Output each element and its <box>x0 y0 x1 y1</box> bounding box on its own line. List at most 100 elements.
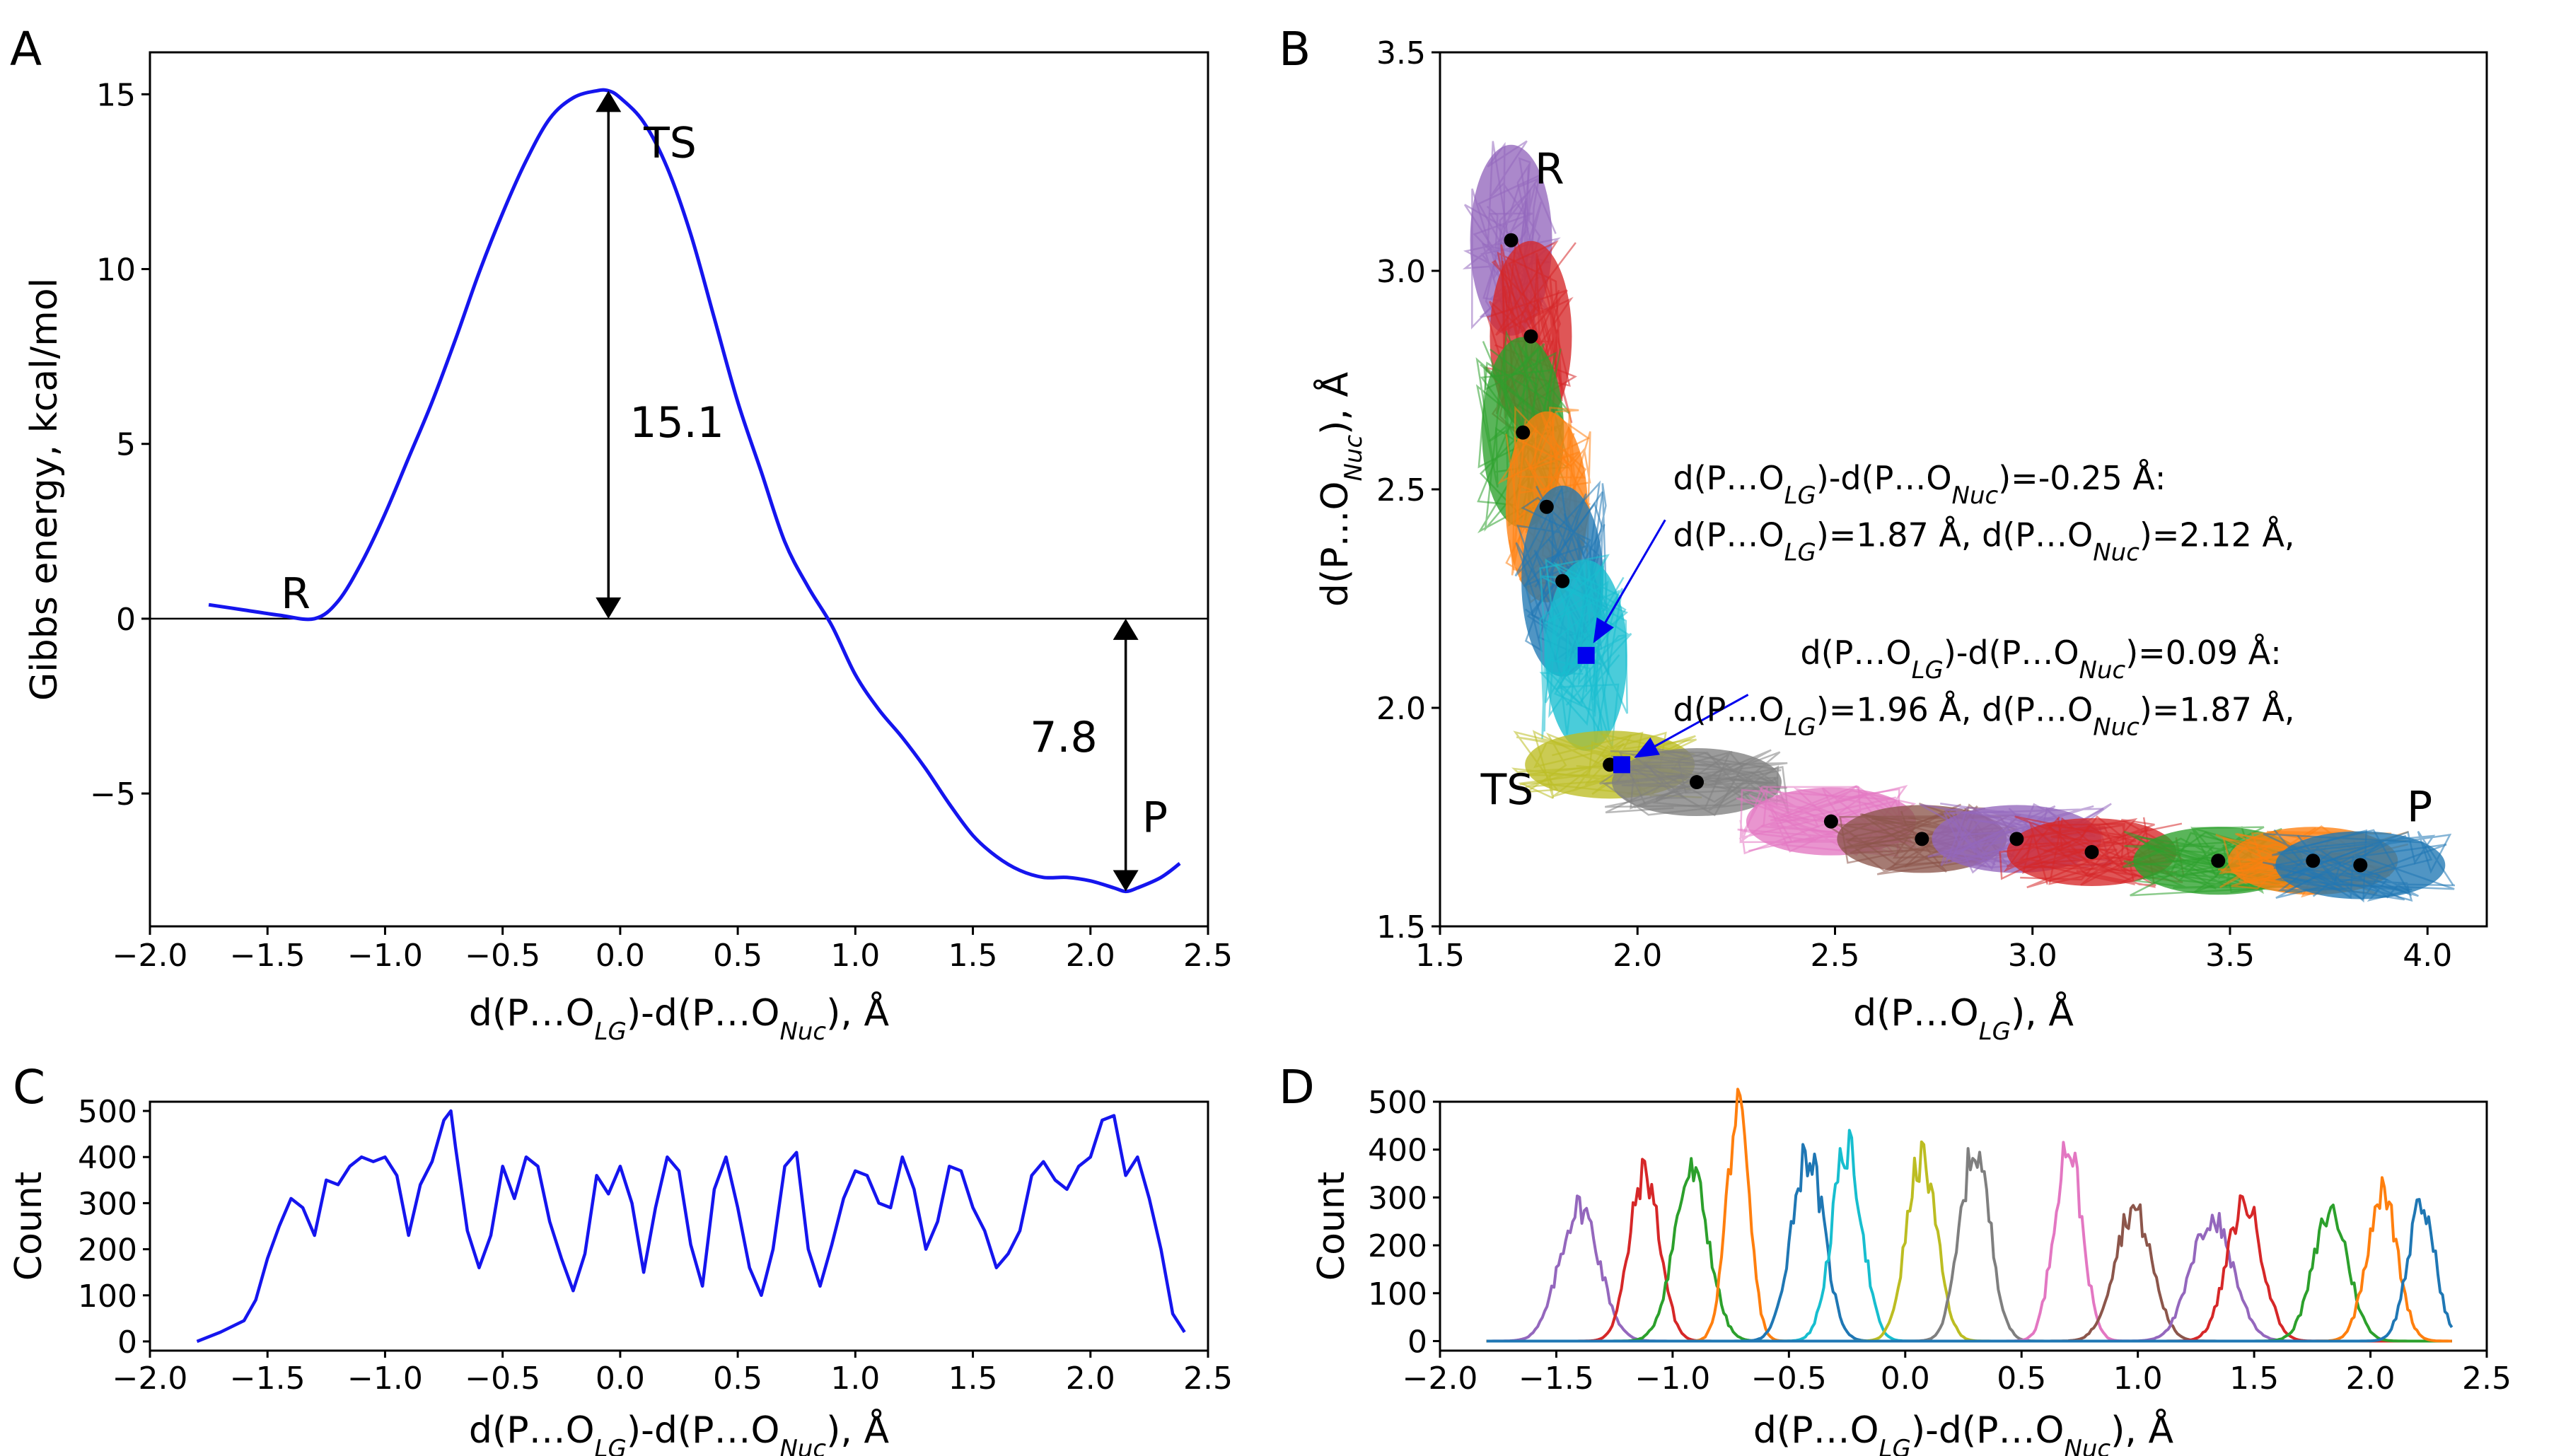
y-tick-label: 400 <box>78 1140 137 1176</box>
window-center-point <box>1690 775 1705 790</box>
window-center-point <box>2306 854 2321 868</box>
label-r: R <box>1535 144 1564 194</box>
x-axis-title: d(P…OLG)-d(P…ONuc), Å <box>1753 1408 2174 1456</box>
panel-c-total-histogram: −2.0 −1.5 −1.0 −0.5 0.0 0.5 1.0 1.5 2.0 2.5 0 100 20… <box>8 1094 1233 1456</box>
x-tick-label: 0.0 <box>1881 1361 1930 1397</box>
x-tick-label: −1.5 <box>1519 1361 1594 1397</box>
x-tick-label: −2.0 <box>1403 1361 1478 1397</box>
label-p: P <box>2407 783 2432 832</box>
label-r: R <box>281 569 310 619</box>
reaction-energy-label: 7.8 <box>1030 713 1097 762</box>
window-histogram-line <box>1486 1147 2452 1343</box>
y-tick-label: 2.5 <box>1376 472 1426 508</box>
axes-frame <box>149 51 1209 928</box>
axes-frame <box>1439 1100 2488 1352</box>
y-tick-label: 3.5 <box>1376 35 1426 71</box>
x-tick-label: 3.0 <box>2008 938 2057 974</box>
window-histogram-line <box>1486 1198 2454 1343</box>
x-tick-label: 2.0 <box>2346 1361 2396 1397</box>
y-tick-label: 10 <box>96 252 136 289</box>
window-histogram-line <box>1486 1140 2452 1343</box>
barrier-arrow-head-down <box>596 597 622 619</box>
y-axis-title: Count <box>1311 1172 1353 1281</box>
y-axis-title: Count <box>8 1172 50 1281</box>
x-tick-label: −1.0 <box>347 1361 423 1397</box>
window-histogram-line <box>1486 1158 2452 1343</box>
x-tick-label: 1.0 <box>2113 1361 2163 1397</box>
panel-d-window-histograms: −2.0 −1.5 −1.0 −0.5 0.0 0.5 1.0 1.5 2.0 2.5 0 100 20… <box>1311 1085 2512 1456</box>
x-tick-label: 4.0 <box>2403 938 2452 974</box>
y-tick-label: 15 <box>96 77 136 113</box>
x-tick-label: 1.5 <box>948 938 998 974</box>
window-center-point <box>1555 573 1570 588</box>
panel-label-d: D <box>1279 1060 1315 1114</box>
x-tick-label: −2.0 <box>112 938 188 974</box>
annotation-line-2: d(P…OLG)=1.87 Å, d(P…ONuc)=2.12 Å, <box>1673 516 2295 566</box>
y-axis-title: d(P…ONuc), Å <box>1313 371 1368 607</box>
y-tick-label: 300 <box>78 1186 137 1222</box>
x-tick-label: 2.0 <box>1613 938 1662 974</box>
count-histogram-line <box>196 1109 1186 1344</box>
annotation-line-1: d(P…OLG)-d(P…ONuc)=0.09 Å: <box>1801 634 2282 685</box>
x-tick-label: −1.5 <box>230 938 306 974</box>
x-tick-label: −1.5 <box>230 1361 306 1397</box>
ts-estimate-marker <box>1613 756 1630 774</box>
y-tick-label: 200 <box>78 1233 137 1269</box>
window-trajectory <box>1475 341 1557 518</box>
y-tick-label: 5 <box>116 427 136 463</box>
x-tick-label: 1.0 <box>830 938 880 974</box>
y-axis-title: Gibbs energy, kcal/mol <box>23 278 66 701</box>
barrier-value-label: 15.1 <box>629 398 724 448</box>
window-center-point <box>1523 329 1538 344</box>
y-tick-label: 500 <box>78 1094 137 1130</box>
window-trajectory <box>2123 827 2301 893</box>
x-tick-label: 2.0 <box>1066 1361 1115 1397</box>
marker-arrow-head <box>1593 617 1614 643</box>
x-tick-label: 1.5 <box>2229 1361 2279 1397</box>
window-trajectory <box>1602 750 1788 816</box>
label-ts: TS <box>643 118 697 168</box>
window-histogram-line <box>1486 1157 2452 1343</box>
window-center-point <box>2211 854 2226 868</box>
y-tick-label: 200 <box>1368 1228 1427 1264</box>
window-center-point <box>1539 499 1554 514</box>
x-tick-label: −0.5 <box>465 938 540 974</box>
window-histogram-line <box>1486 1141 2452 1343</box>
panel-label-c: C <box>13 1060 45 1114</box>
x-tick-label: 1.5 <box>948 1361 998 1397</box>
window-histogram-line <box>1486 1176 2452 1343</box>
y-tick-label: 400 <box>1368 1133 1427 1169</box>
window-center-point <box>1504 233 1519 247</box>
panel-label-a: A <box>10 22 42 76</box>
x-tick-label: 3.5 <box>2205 938 2255 974</box>
y-tick-label: 300 <box>1368 1180 1427 1216</box>
y-tick-label: 3.0 <box>1376 254 1426 290</box>
x-tick-label: 2.0 <box>1066 938 1115 974</box>
x-tick-label: 2.5 <box>1183 938 1233 974</box>
marker-arrow-head <box>1634 737 1660 758</box>
x-axis-title: d(P…OLG), Å <box>1853 991 2074 1046</box>
y-tick-label: 0 <box>117 1324 137 1361</box>
panel-label-b: B <box>1279 22 1311 76</box>
panel-a-gibbs-energy: −2.0 −1.5 −1.0 −0.5 0.0 0.5 1.0 1.5 2.0 2.5 −5 0 5 10… <box>23 51 1233 1046</box>
x-tick-label: −2.0 <box>112 1361 188 1397</box>
window-trajectory <box>2130 826 2306 897</box>
ts-estimate-marker <box>1577 646 1595 664</box>
y-tick-label: 2.0 <box>1376 691 1426 727</box>
axes-frame <box>149 1100 1209 1352</box>
window-center-point <box>2009 832 2024 846</box>
annotation-line-2: d(P…OLG)=1.96 Å, d(P…ONuc)=1.87 Å, <box>1673 691 2295 742</box>
window-histogram-line <box>1486 1143 2452 1343</box>
y-tick-label: 0 <box>1407 1324 1427 1360</box>
y-tick-label: 1.5 <box>1376 909 1426 945</box>
marker-arrow-shaft <box>1601 519 1666 628</box>
x-tick-label: −1.0 <box>347 938 423 974</box>
x-tick-label: 0.0 <box>596 938 645 974</box>
panel-b-scatter: 1.5 2.0 2.5 3.0 3.5 4.0 1.5 2.0 2.5 3.0 3.5 R TS Pd(P… <box>1313 35 2488 1046</box>
window-center-point <box>1823 814 1838 829</box>
window-trajectory <box>1553 559 1629 747</box>
y-tick-label: −5 <box>90 776 136 813</box>
x-tick-label: −0.5 <box>465 1361 540 1397</box>
annotation-line-1: d(P…OLG)-d(P…ONuc)=-0.25 Å: <box>1673 459 2166 510</box>
x-tick-label: 0.5 <box>713 1361 762 1397</box>
